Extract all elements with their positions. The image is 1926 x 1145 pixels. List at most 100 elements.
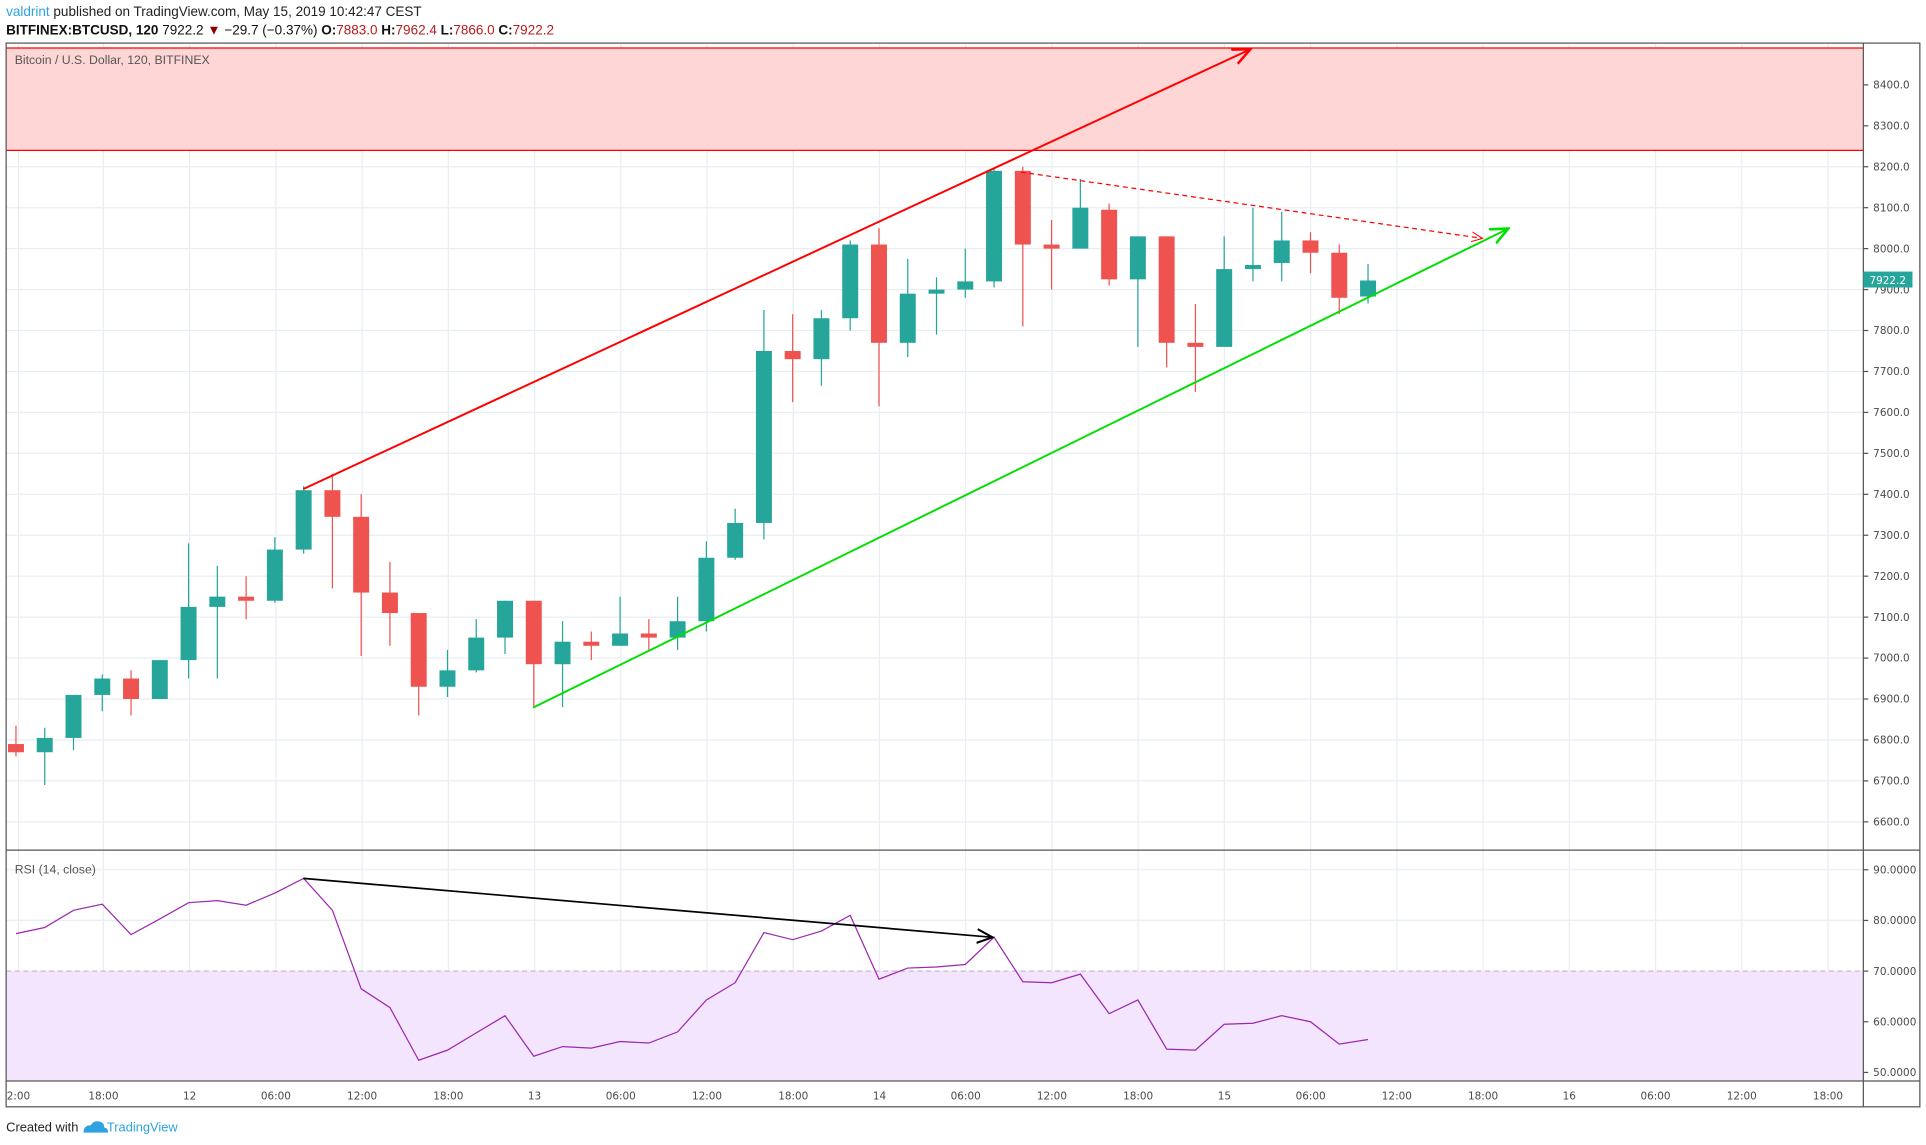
time-tick-label: 15: [1218, 1090, 1231, 1102]
candle[interactable]: [65, 694, 82, 751]
time-tick-label: 18:00: [778, 1090, 808, 1102]
candle-body: [410, 613, 427, 687]
symbol-info: BITFINEX:BTCUSD, 120 7922.2 ▼ −29.7 (−0.…: [6, 22, 554, 37]
candle[interactable]: [1101, 203, 1118, 286]
time-tick-label: 12:00: [347, 1090, 377, 1102]
price-tick-label: 8300.0: [1873, 120, 1910, 132]
low-label: L:: [441, 22, 454, 37]
candle-body: [986, 170, 1003, 282]
lower-trend-arrow[interactable]: [532, 229, 1508, 709]
candle[interactable]: [813, 310, 830, 386]
dashed-trend-arrow[interactable]: [1020, 171, 1483, 238]
candle[interactable]: [123, 670, 140, 716]
candle[interactable]: [1302, 232, 1319, 274]
footer-created-with: Created with: [6, 1119, 78, 1134]
price-tick-label: 7200.0: [1873, 571, 1910, 583]
time-tick-label: 06:00: [606, 1090, 636, 1102]
time-tick-label: 2:00: [7, 1090, 30, 1102]
candle[interactable]: [381, 561, 398, 646]
cloud-icon: [83, 1121, 109, 1133]
candle[interactable]: [554, 621, 571, 708]
candle[interactable]: [295, 486, 312, 554]
candle[interactable]: [986, 168, 1003, 288]
candle[interactable]: [1331, 244, 1348, 315]
candle-body: [899, 293, 916, 343]
candle[interactable]: [180, 543, 197, 679]
candle[interactable]: [698, 541, 715, 632]
rsi-divergence-arrow[interactable]: [303, 877, 992, 937]
symbol-label: BITFINEX:BTCUSD, 120: [6, 22, 158, 37]
candle[interactable]: [497, 600, 513, 654]
candle-body: [1216, 269, 1233, 347]
author-link[interactable]: valdrint: [6, 4, 50, 19]
candle[interactable]: [1187, 303, 1204, 392]
candle-body: [525, 600, 542, 665]
candle[interactable]: [928, 277, 945, 335]
candle-body: [1014, 170, 1031, 245]
candle[interactable]: [324, 473, 341, 589]
price-axis[interactable]: 8400.08300.08200.08100.08000.07900.07800…: [1863, 80, 1910, 829]
candle[interactable]: [1072, 179, 1089, 249]
candle[interactable]: [410, 613, 427, 716]
price-change: −29.7 (−0.37%): [224, 22, 317, 37]
candle[interactable]: [1273, 211, 1290, 282]
candle[interactable]: [7, 725, 24, 757]
resistance-zone[interactable]: [6, 48, 1864, 151]
candle[interactable]: [1158, 236, 1175, 368]
candle[interactable]: [1216, 236, 1233, 347]
candle[interactable]: [583, 631, 600, 661]
tradingview-logo[interactable]: TradingView: [83, 1119, 179, 1134]
candle[interactable]: [870, 228, 887, 407]
candle[interactable]: [266, 537, 283, 603]
candle[interactable]: [1043, 219, 1060, 290]
candle[interactable]: [353, 494, 370, 657]
candle[interactable]: [151, 660, 168, 700]
candle-body: [1331, 252, 1348, 298]
time-tick-label: 12:00: [692, 1090, 722, 1102]
time-tick-label: 18:00: [1813, 1090, 1843, 1102]
candle[interactable]: [899, 258, 916, 358]
candle-body: [957, 281, 974, 290]
candle-body: [842, 244, 859, 319]
time-axis[interactable]: 2:00 18:00 12 06:00 12:00 18:00 13 06:00 12:00 18…: [7, 1090, 1843, 1102]
candle-body: [65, 694, 82, 738]
time-tick-label: 18:00: [1123, 1090, 1153, 1102]
candle-body: [928, 289, 945, 294]
candle[interactable]: [842, 240, 859, 331]
candle[interactable]: [612, 596, 629, 646]
price-tick-label: 7400.0: [1873, 489, 1910, 501]
candle[interactable]: [1014, 166, 1031, 327]
candle[interactable]: [94, 674, 111, 712]
candle[interactable]: [36, 727, 53, 785]
candle[interactable]: [439, 649, 456, 697]
upper-trend-arrow[interactable]: [302, 49, 1250, 490]
candle-body: [727, 522, 744, 558]
candle[interactable]: [525, 600, 542, 708]
candle[interactable]: [640, 619, 657, 650]
price-tick-label: 6900.0: [1873, 694, 1910, 706]
candle[interactable]: [755, 310, 772, 540]
time-tick-label: 13: [528, 1090, 541, 1102]
rsi-axis[interactable]: 90.0000 80.0000 70.0000 60.0000 50.0000: [1863, 864, 1916, 1079]
candle-body: [1302, 240, 1319, 253]
candle[interactable]: [209, 565, 226, 679]
candle-body: [324, 490, 341, 517]
candle[interactable]: [727, 508, 744, 560]
rsi-line[interactable]: [15, 877, 1369, 1062]
candle[interactable]: [784, 314, 801, 403]
candle[interactable]: [468, 619, 485, 673]
time-tick-label: 12:00: [1382, 1090, 1412, 1102]
candle-body: [669, 621, 686, 638]
candle[interactable]: [238, 576, 255, 620]
candle[interactable]: [957, 248, 974, 298]
candle-body: [870, 244, 887, 343]
candle[interactable]: [1129, 236, 1146, 347]
candle[interactable]: [669, 596, 686, 650]
time-tick-label: 16: [1563, 1090, 1576, 1102]
candle-body: [36, 737, 53, 753]
candle[interactable]: [1244, 207, 1261, 282]
chart-frame: [5, 42, 1921, 1108]
candle-body: [238, 596, 255, 601]
candle-body: [7, 744, 24, 753]
